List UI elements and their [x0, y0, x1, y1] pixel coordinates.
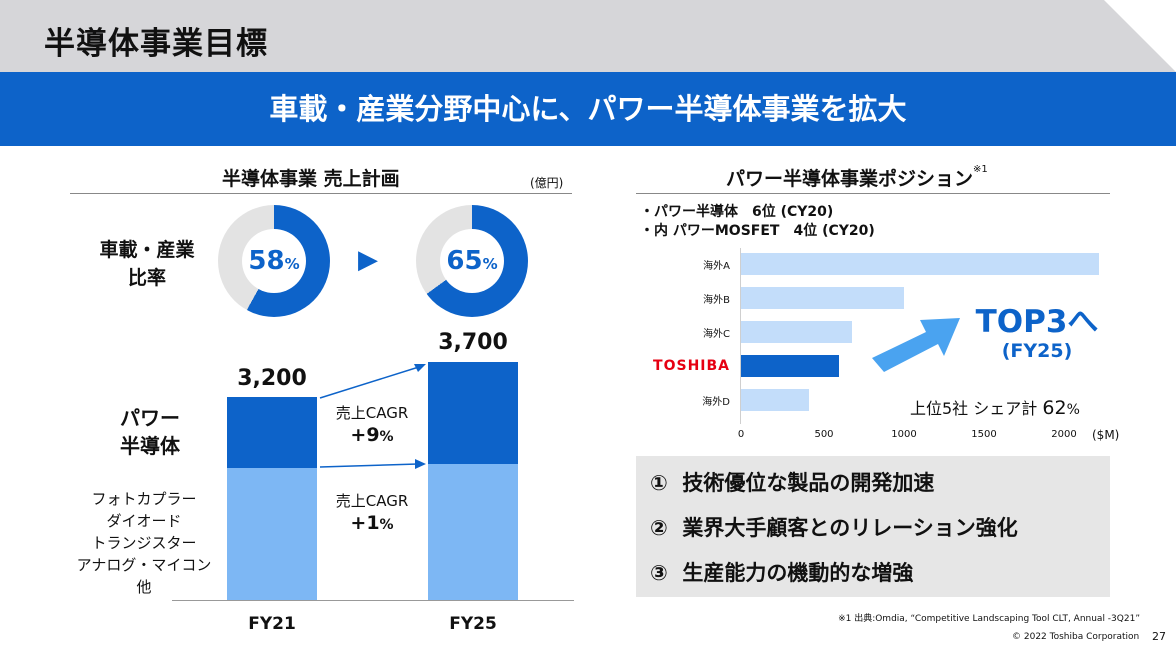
bullet-item: ・パワー半導体 6位 (CY20): [640, 204, 834, 220]
x-tick: 500: [814, 429, 834, 440]
top3-target: TOP3へ: [975, 304, 1099, 340]
right-title-rule: [636, 193, 1110, 194]
position-bullets: ・パワー半導体 6位 (CY20) ・内 パワーMOSFET 4位 (CY20): [640, 203, 875, 241]
x-tick: 1000: [891, 429, 917, 440]
initiative-2: ② 業界大手顧客とのリレーション強化: [650, 516, 1018, 540]
category-label-d: 海外D: [702, 397, 730, 408]
bar-overseas-b: [741, 287, 904, 309]
growth-arrows: [319, 364, 426, 469]
arrow-line-power: [319, 365, 423, 399]
initiative-1: ① 技術優位な製品の開発加速: [650, 471, 935, 495]
power-label-line2: 半導体: [120, 434, 180, 458]
fy25-axis-label: FY25: [449, 614, 497, 634]
upward-arrow-icon: [872, 318, 960, 372]
fy21-other-segment: [227, 468, 317, 600]
donut-fy25-value: 65%: [446, 246, 498, 276]
cagr-power-value: +9%: [350, 424, 394, 446]
arrow-line-other: [319, 463, 419, 468]
category-label-c: 海外C: [703, 329, 730, 340]
bar-overseas-d: [741, 389, 809, 411]
top5-share: 上位5社 シェア計 62%: [910, 397, 1080, 419]
page-title: 半導体事業目標: [44, 26, 268, 62]
play-arrow-icon: ▶: [358, 245, 378, 275]
other-label: フォトカプラー ダイオード トランジスター アナログ・マイコン 他: [70, 488, 218, 598]
banner: 車載・産業分野中心に、パワー半導体事業を拡大: [0, 72, 1176, 146]
cagr-power-label: 売上CAGR: [335, 404, 409, 422]
toshiba-logo: TOSHIBA: [653, 358, 730, 374]
initiatives-panel: ① 技術優位な製品の開発加速 ② 業界大手顧客とのリレーション強化 ③ 生産能力…: [636, 456, 1110, 597]
fy25-total: 3,700: [438, 330, 508, 355]
fy25-other-segment: [428, 464, 518, 600]
x-unit: ($M): [1092, 428, 1120, 442]
other-label-line: トランジスター: [91, 534, 197, 552]
arrow-head-other: [415, 459, 426, 469]
copyright: © 2022 Toshiba Corporation: [1012, 632, 1140, 642]
category-label-b: 海外B: [703, 295, 730, 306]
other-label-line: ダイオード: [106, 512, 182, 530]
fy21-power-segment: [227, 397, 317, 468]
cagr-other-value: +1%: [350, 512, 394, 534]
ratio-label-line2: 比率: [127, 267, 166, 289]
sales-plan-title: 半導体事業 売上計画: [222, 168, 400, 190]
donut-fy21-value: 58%: [248, 246, 300, 276]
other-label-line: アナログ・マイコン: [76, 556, 212, 574]
left-title-rule: [70, 193, 572, 194]
header-notch: [1104, 0, 1176, 72]
bar-toshiba: [741, 355, 839, 377]
fy21-total: 3,200: [237, 366, 307, 391]
other-label-line: 他: [136, 578, 152, 596]
chart-axis: [740, 248, 741, 424]
x-tick: 1500: [971, 429, 997, 440]
ratio-label-line1: 車載・産業: [99, 239, 195, 261]
arrow-head-power: [414, 364, 426, 372]
donut-fy21: 58%: [218, 205, 330, 317]
bar-overseas-c: [741, 321, 852, 343]
fy21-axis-label: FY21: [248, 614, 296, 634]
top3-fy: (FY25): [1001, 340, 1073, 362]
donut-fy25: 65%: [416, 205, 528, 317]
cagr-other-label: 売上CAGR: [335, 492, 409, 510]
bullet-item: ・内 パワーMOSFET 4位 (CY20): [640, 223, 875, 239]
source-note: ※1 出典:Omdia, “Competitive Landscaping To…: [838, 614, 1140, 624]
position-title: パワー半導体事業ポジション※1: [726, 164, 988, 190]
donut-hole: [440, 229, 504, 293]
unit-label: (億円): [530, 176, 564, 190]
page-number: 27: [1152, 630, 1166, 643]
other-label-line: フォトカプラー: [91, 490, 197, 508]
category-label-a: 海外A: [703, 261, 730, 272]
power-label: パワー 半導体: [100, 404, 200, 460]
initiative-3: ③ 生産能力の機動的な増強: [650, 561, 914, 585]
baseline: [172, 600, 574, 601]
power-label-line1: パワー: [120, 406, 180, 430]
fy25-power-segment: [428, 362, 518, 464]
donut-hole: [242, 229, 306, 293]
x-tick: 2000: [1051, 429, 1077, 440]
x-tick: 0: [737, 429, 745, 440]
bar-overseas-a: [741, 253, 1099, 275]
ratio-label: 車載・産業 比率: [82, 236, 212, 292]
header-band: [0, 0, 1176, 72]
